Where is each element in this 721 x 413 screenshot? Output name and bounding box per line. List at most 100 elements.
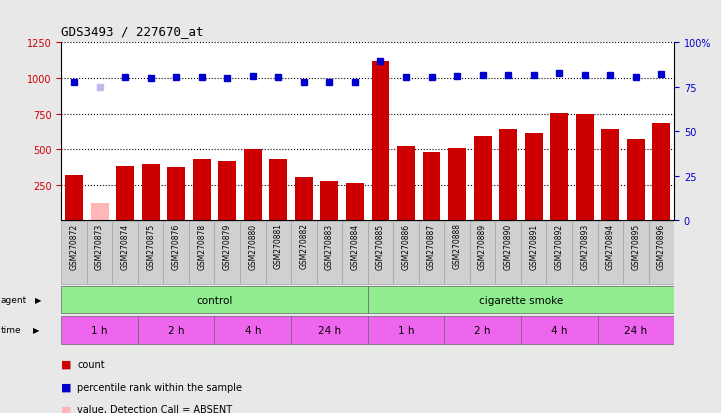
Bar [474,137,492,221]
Text: GSM270887: GSM270887 [427,223,436,269]
Bar [521,317,598,344]
Bar [244,150,262,221]
Bar [91,204,109,221]
Bar [291,317,368,344]
Bar [138,222,164,284]
Bar [320,182,338,221]
Bar [572,222,598,284]
Text: GSM270879: GSM270879 [223,223,231,269]
Bar [525,133,543,221]
Bar [598,317,674,344]
Bar [499,130,517,221]
Text: 4 h: 4 h [244,325,261,335]
Bar [397,147,415,221]
Bar [142,164,159,221]
Text: GSM270888: GSM270888 [453,223,461,269]
Text: GSM270893: GSM270893 [580,223,589,269]
Bar [61,222,87,284]
Bar [448,149,466,221]
Text: ■: ■ [61,382,72,392]
Bar [423,153,441,221]
Text: GSM270873: GSM270873 [95,223,104,269]
Text: percentile rank within the sample: percentile rank within the sample [77,382,242,392]
Bar [215,222,240,284]
Bar [215,317,291,344]
Bar [87,222,112,284]
Text: GSM270891: GSM270891 [529,223,538,269]
Bar [346,183,364,221]
Bar [116,167,134,221]
Text: GSM270896: GSM270896 [657,223,666,269]
Text: 24 h: 24 h [624,325,647,335]
Text: count: count [77,359,105,369]
Text: GSM270883: GSM270883 [325,223,334,269]
Bar [470,222,495,284]
Bar [547,222,572,284]
Text: cigarette smoke: cigarette smoke [479,295,563,305]
Text: GSM270885: GSM270885 [376,223,385,269]
Text: value, Detection Call = ABSENT: value, Detection Call = ABSENT [77,404,232,413]
Bar [521,222,547,284]
Bar [65,176,83,221]
Text: 24 h: 24 h [318,325,341,335]
Bar [495,222,521,284]
Text: GSM270874: GSM270874 [120,223,130,269]
Bar [393,222,419,284]
Text: ■: ■ [61,359,72,369]
Bar [627,139,645,221]
Text: GSM270875: GSM270875 [146,223,155,269]
Bar [189,222,215,284]
Text: 2 h: 2 h [168,325,185,335]
Bar [550,114,568,221]
Bar [270,159,287,221]
Text: GSM270894: GSM270894 [606,223,615,269]
Text: 1 h: 1 h [398,325,415,335]
Text: GSM270882: GSM270882 [299,223,309,269]
Text: ▶: ▶ [33,326,40,335]
Text: GSM270880: GSM270880 [248,223,257,269]
Text: GSM270895: GSM270895 [632,223,640,269]
Text: GSM270878: GSM270878 [198,223,206,269]
Text: GDS3493 / 227670_at: GDS3493 / 227670_at [61,26,204,38]
Bar [295,178,313,221]
Text: GSM270886: GSM270886 [402,223,410,269]
Bar [193,160,211,221]
Text: control: control [196,295,233,305]
Bar [371,62,389,221]
Text: GSM270876: GSM270876 [172,223,181,269]
Text: GSM270884: GSM270884 [350,223,360,269]
Bar [265,222,291,284]
Bar [164,222,189,284]
Bar [317,222,342,284]
Bar [240,222,265,284]
Bar [112,222,138,284]
Bar [444,317,521,344]
Text: ▶: ▶ [35,296,41,304]
Text: ■: ■ [61,404,72,413]
Bar [649,222,674,284]
Bar [368,222,393,284]
Bar [61,317,138,344]
Text: GSM270872: GSM270872 [69,223,79,269]
Bar [368,317,444,344]
Bar [368,287,674,313]
Bar [623,222,649,284]
Bar [61,287,368,313]
Bar [653,123,671,221]
Bar [419,222,444,284]
Bar [291,222,317,284]
Bar [342,222,368,284]
Text: agent: agent [1,296,27,304]
Text: GSM270892: GSM270892 [554,223,564,269]
Text: 2 h: 2 h [474,325,491,335]
Bar [218,161,236,221]
Bar [598,222,623,284]
Text: 1 h: 1 h [92,325,108,335]
Bar [576,115,593,221]
Text: GSM270889: GSM270889 [478,223,487,269]
Bar [138,317,215,344]
Text: time: time [1,326,22,335]
Bar [444,222,470,284]
Text: GSM270890: GSM270890 [504,223,513,269]
Bar [601,129,619,221]
